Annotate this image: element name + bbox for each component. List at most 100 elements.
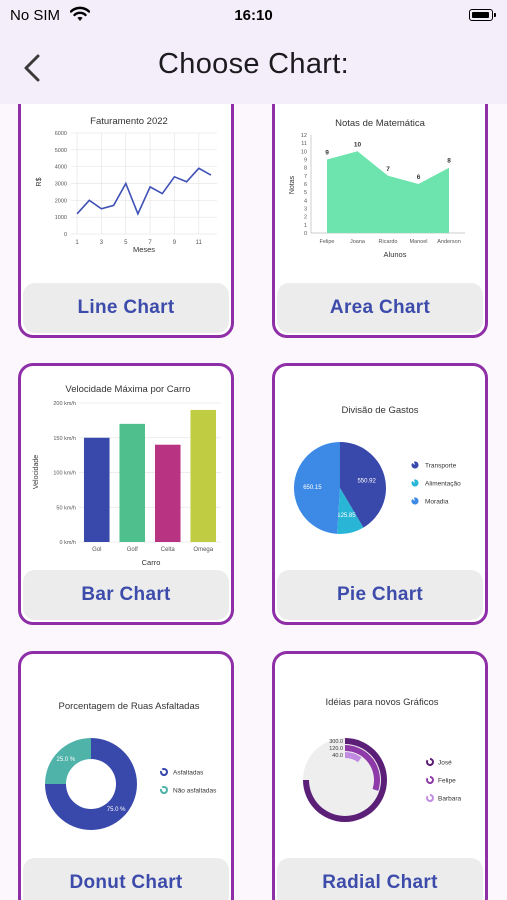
radial-ring-label: 40.0 [332, 753, 343, 759]
bar [83, 437, 110, 542]
line-x-tick: 9 [173, 240, 177, 246]
area-y-tick: 11 [301, 141, 307, 147]
area-y-tick: 7 [304, 174, 307, 180]
pie-legend-marker [411, 479, 419, 487]
bar-x-tick: Omega [193, 547, 213, 553]
line-series [76, 167, 212, 216]
line-x-tick: 3 [100, 240, 104, 246]
chart-grid: Faturamento 2022 0 1000 2000 3000 4000 5000 60… [0, 104, 507, 900]
bar-x-tick: Celta [161, 547, 176, 553]
pie-legend-marker [411, 461, 419, 469]
pie-legend-label: Alimentação [425, 481, 461, 488]
pie-slice [337, 488, 364, 534]
area-chart: Notas de Matemática 0123456789101112Feli… [289, 118, 465, 259]
donut-chart-title: Porcentagem de Ruas Asfaltadas [58, 701, 199, 712]
line-x-tick: 5 [124, 240, 128, 246]
line-chart-xlabel: Meses [133, 245, 155, 254]
line-chart-label: Line Chart [23, 283, 229, 333]
bar-y-tick: 50 km/h [56, 505, 76, 511]
pie-chart-card[interactable]: Divisão de Gastos 550.92 125.85 650.15 Tra… [272, 363, 488, 625]
area-chart-title: Notas de Matemática [335, 118, 425, 129]
line-y-tick: 1000 [55, 215, 67, 221]
donut-slice [45, 738, 137, 830]
app-bar: Choose Chart: [0, 32, 507, 104]
area-y-tick: 1 [304, 223, 307, 229]
bar-chart-ylabel: Velocidade [33, 455, 40, 489]
radial-chart-title: Idéias para novos Gráficos [325, 697, 438, 708]
line-y-tick: 4000 [55, 165, 67, 171]
area-chart-xlabel: Alunos [384, 250, 407, 259]
line-chart-ylabel: R$ [36, 177, 43, 186]
donut-slice-label: 75.0 % [107, 807, 126, 813]
pie-chart: Divisão de Gastos 550.92 125.85 650.15 Tra… [293, 405, 461, 534]
area-data-label: 10 [354, 141, 362, 148]
pie-chart-title: Divisão de Gastos [341, 405, 418, 416]
bar-chart-xlabel: Carro [142, 558, 161, 567]
bar-y-tick: 100 km/h [53, 471, 76, 477]
area-data-label: 6 [417, 174, 421, 181]
area-chart-ylabel: Notas [289, 175, 296, 194]
donut-slice [45, 738, 91, 784]
radial-legend-label: Barbara [438, 796, 462, 803]
back-button[interactable] [16, 48, 52, 88]
donut-legend-label: Asfaltadas [173, 770, 204, 777]
line-y-tick: 0 [64, 232, 67, 238]
area-chart-card[interactable]: Notas de Matemática 0 1 2 3 4 5 6 7 8 9 10 11 12 Feli… [272, 104, 488, 338]
bar-chart-label: Bar Chart [23, 570, 229, 620]
area-data-label: 7 [386, 166, 390, 173]
bar-x-tick: Golf [127, 547, 138, 553]
radial-legend-marker [426, 758, 434, 766]
bar-x-tick: Gol [92, 547, 101, 553]
bar [190, 409, 217, 542]
area-y-tick: 3 [304, 207, 307, 213]
area-y-tick: 4 [304, 198, 307, 204]
clock: 16:10 [234, 7, 273, 24]
line-x-tick: 11 [196, 240, 203, 246]
bar [119, 423, 146, 542]
bar-y-tick: 200 km/h [53, 401, 76, 407]
pie-legend-label: Moradia [425, 499, 449, 506]
radial-legend-label: Felipe [438, 778, 456, 785]
bar-chart-title: Velocidade Máxima por Carro [65, 384, 190, 395]
radial-legend-marker [426, 794, 434, 802]
area-y-tick: 0 [304, 231, 307, 237]
chevron-left-icon [24, 54, 40, 82]
area-series [327, 151, 449, 233]
pie-legend-marker [411, 497, 419, 505]
pie-slice-label: 650.15 [303, 485, 322, 491]
bar-chart: Velocidade Máxima por Carro 0 km/h 50 km/… [33, 384, 221, 567]
bar-chart-card[interactable]: Velocidade Máxima por Carro 0 km/h 50 km/… [18, 363, 234, 625]
line-x-tick: 7 [148, 240, 152, 246]
donut-legend-label: Não asfaltadas [173, 788, 217, 795]
bar-y-tick: 150 km/h [53, 436, 76, 442]
area-x-tick: Anderson [437, 239, 461, 245]
bar-y-tick: 0 km/h [59, 540, 76, 546]
area-y-tick: 9 [304, 158, 307, 164]
radial-legend-marker [426, 776, 434, 784]
donut-chart-card[interactable]: Porcentagem de Ruas Asfaltadas 75.0 % 25.… [18, 651, 234, 900]
pie-slice [293, 442, 340, 534]
status-bar: No SIM 16:10 [0, 0, 507, 32]
area-y-tick: 6 [304, 182, 307, 188]
donut-chart: Porcentagem de Ruas Asfaltadas 75.0 % 25.… [45, 701, 217, 830]
area-x-tick: Felipe [320, 239, 335, 245]
radial-chart-label: Radial Chart [277, 858, 483, 900]
pie-legend-label: Transporte [425, 463, 457, 470]
area-chart-label: Area Chart [277, 283, 483, 333]
line-y-tick: 6000 [55, 131, 67, 137]
line-chart-title: Faturamento 2022 [90, 116, 168, 127]
line-chart: Faturamento 2022 0 1000 2000 3000 4000 5000 60… [36, 116, 217, 254]
radial-chart-card[interactable]: Idéias para novos Gráficos 300.0 120.0 40.… [272, 651, 488, 900]
pie-slice [340, 442, 386, 528]
area-y-tick: 10 [301, 149, 307, 155]
line-y-tick: 3000 [55, 182, 67, 188]
pie-slice-label: 125.85 [337, 513, 356, 519]
donut-chart-label: Donut Chart [23, 858, 229, 900]
pie-chart-label: Pie Chart [277, 570, 483, 620]
radial-ring [345, 752, 362, 763]
donut-legend-marker [159, 768, 169, 776]
line-chart-card[interactable]: Faturamento 2022 0 1000 2000 3000 4000 5000 60… [18, 104, 234, 338]
line-y-tick: 2000 [55, 198, 67, 204]
radial-chart: Idéias para novos Gráficos 300.0120.040.… [303, 697, 462, 822]
bar [154, 444, 181, 542]
